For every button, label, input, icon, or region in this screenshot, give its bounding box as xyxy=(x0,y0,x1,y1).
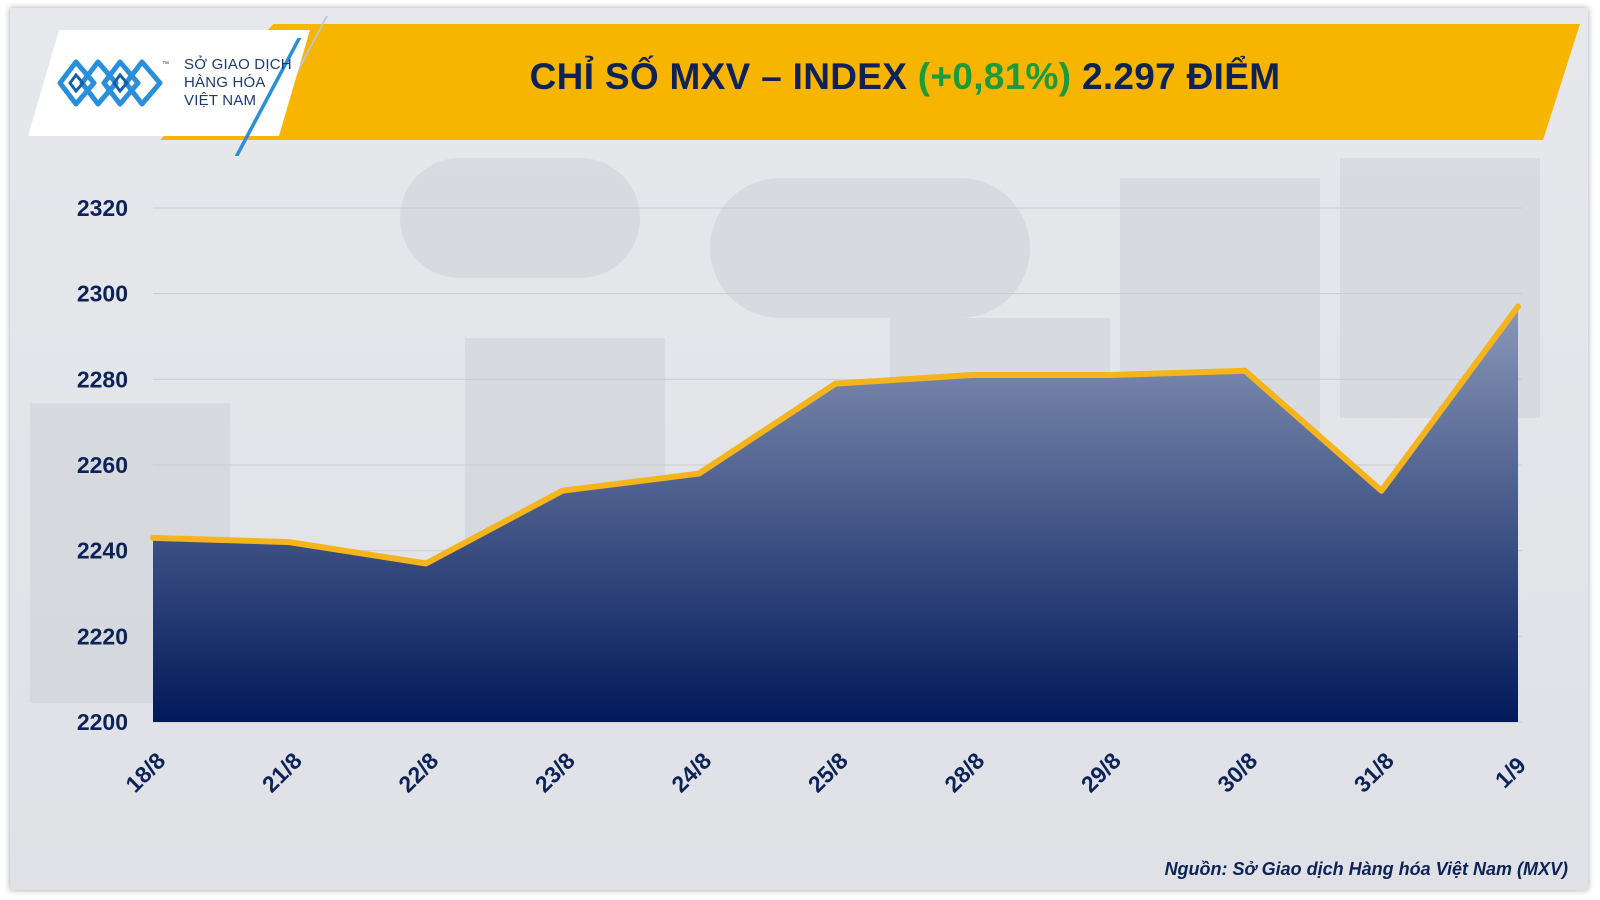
trademark-symbol: ™ xyxy=(162,61,169,68)
logo-line-3: VIỆT NAM xyxy=(184,92,257,109)
data-point xyxy=(833,381,838,386)
y-tick-label: 2280 xyxy=(77,366,128,392)
x-tick-label: 18/8 xyxy=(120,747,170,797)
x-tick-label: 22/8 xyxy=(393,747,443,797)
y-tick-label: 2220 xyxy=(77,623,128,649)
chart-title: CHỈ SỐ MXV – INDEX (+0,81%) 2.297 ĐIỂM xyxy=(360,56,1450,98)
data-point xyxy=(1379,488,1384,493)
x-tick-label: 25/8 xyxy=(803,747,853,797)
x-tick-label: 1/9 xyxy=(1490,752,1531,793)
title-index-name: CHỈ SỐ MXV – INDEX xyxy=(529,56,908,97)
x-tick-label: 24/8 xyxy=(666,747,716,797)
area-chart: 2200 2220 2240 2260 2280 2300 2320 18/8 21/8 22/8… xyxy=(77,195,1531,797)
x-tick-label: 29/8 xyxy=(1076,747,1126,797)
data-point xyxy=(697,471,701,476)
y-tick-label: 2200 xyxy=(77,709,128,735)
data-point xyxy=(560,488,565,493)
data-point xyxy=(1106,373,1111,378)
y-tick-label: 2300 xyxy=(77,281,128,307)
data-point xyxy=(1516,304,1520,309)
background-decoration xyxy=(710,178,1030,318)
x-tick-label: 28/8 xyxy=(939,747,989,797)
logo-line-2: HÀNG HÓA xyxy=(184,74,266,91)
data-point xyxy=(151,535,155,540)
y-tick-label: 2260 xyxy=(77,452,128,478)
logo-line-1: SỞ GIAO DỊCH xyxy=(184,56,292,73)
source-note: Nguồn: Sở Giao dịch Hàng hóa Việt Nam (M… xyxy=(1164,859,1568,879)
data-point xyxy=(424,561,428,566)
title-points: 2.297 ĐIỂM xyxy=(1081,56,1281,97)
x-tick-label: 21/8 xyxy=(257,747,307,797)
x-tick-label: 30/8 xyxy=(1212,747,1262,797)
y-tick-label: 2240 xyxy=(77,538,128,564)
data-point xyxy=(287,540,292,545)
y-tick-label: 2320 xyxy=(77,195,128,221)
background-decoration xyxy=(400,158,640,278)
data-point xyxy=(970,373,974,378)
title-percent-change: (+0,81%) xyxy=(917,56,1072,97)
chart-card: ™ SỞ GIAO DỊCH HÀNG HÓA VIỆT NAM CHỈ SỐ … xyxy=(10,8,1588,890)
title-banner xyxy=(160,24,1580,140)
x-tick-label: 31/8 xyxy=(1349,747,1399,797)
area-fill xyxy=(153,306,1518,722)
x-tick-label: 23/8 xyxy=(530,747,580,797)
logo-text: SỞ GIAO DỊCH HÀNG HÓA VIỆT NAM xyxy=(184,56,292,110)
logo-box xyxy=(28,30,310,136)
mxv-logo-icon: ™ xyxy=(57,59,169,107)
data-point xyxy=(1243,368,1247,373)
